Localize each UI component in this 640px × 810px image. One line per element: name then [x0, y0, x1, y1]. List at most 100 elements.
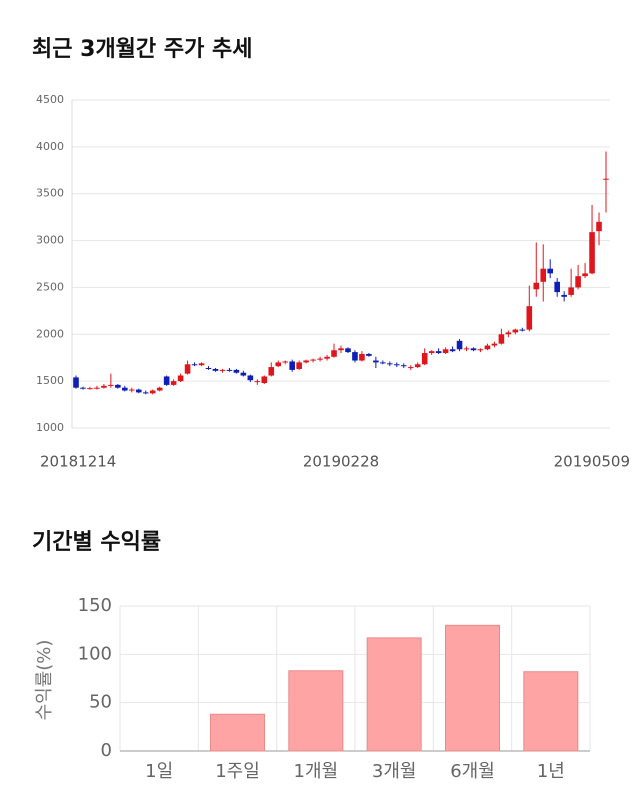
candle-body: [226, 369, 233, 371]
candle-body: [338, 348, 344, 351]
candle-body: [380, 362, 386, 364]
candle-body: [512, 329, 519, 333]
x-tick-label: 1개월: [294, 761, 339, 782]
candle-body: [170, 381, 177, 385]
candle-body: [491, 343, 498, 346]
candle-body: [331, 350, 337, 357]
y-tick-label: 0: [101, 740, 112, 761]
y-axis-label: 수익률(%): [34, 640, 55, 721]
x-tick-label: 1년: [537, 761, 565, 782]
candle-body: [428, 351, 435, 354]
candle-body: [94, 387, 100, 389]
candle-body: [449, 349, 456, 352]
y-tick-label: 100: [78, 643, 112, 664]
candle-body: [128, 389, 135, 391]
y-tick-label: 3500: [36, 187, 64, 200]
candle-body: [547, 268, 554, 274]
bar: [445, 624, 500, 752]
candle-body: [505, 332, 512, 335]
y-tick-label: 1000: [36, 421, 64, 434]
candle-body: [247, 375, 254, 381]
bar: [366, 637, 422, 752]
candle-body: [198, 363, 205, 366]
candle-body: [387, 363, 393, 365]
candle-body: [268, 367, 275, 376]
candle-body: [554, 281, 560, 293]
candle-body: [456, 340, 463, 350]
candle-body: [177, 375, 184, 382]
candle-body: [115, 384, 121, 388]
candle-body: [442, 349, 449, 354]
chart-title: 기간별 수익률: [32, 530, 161, 555]
bar: [523, 671, 579, 752]
candle-body: [435, 351, 442, 354]
candle-body: [596, 221, 602, 232]
candle-body: [240, 372, 247, 376]
y-tick-label: 2500: [36, 280, 64, 293]
candle-body: [477, 349, 484, 351]
candle-body: [463, 348, 470, 350]
candle-body: [73, 377, 79, 388]
candle-body: [219, 369, 226, 371]
bar: [210, 713, 265, 752]
candle-body: [101, 385, 107, 388]
x-tick-label: 1주일: [215, 761, 260, 782]
candle-body: [156, 387, 163, 391]
candle-body: [561, 294, 567, 297]
candle-body: [519, 329, 526, 331]
candle-body: [212, 368, 219, 371]
chart-title: 최근 3개월간 주가 추세: [32, 37, 252, 62]
candle-body: [366, 353, 372, 356]
candle-body: [393, 364, 400, 366]
candle-body: [122, 387, 128, 391]
x-tick-label: 3개월: [372, 761, 417, 782]
candle-body: [184, 364, 191, 374]
x-tick-label: 20190228: [303, 453, 379, 471]
x-tick-label: 20190509: [554, 453, 630, 471]
candle-body: [414, 364, 421, 368]
candle-body: [352, 352, 358, 361]
candle-body: [310, 359, 316, 361]
candle-body: [282, 361, 289, 363]
candle-body: [303, 360, 309, 363]
candle-body: [296, 362, 302, 369]
candle-body: [254, 381, 261, 383]
y-tick-label: 4000: [36, 140, 64, 153]
candle-body: [373, 360, 379, 363]
candle-body: [80, 387, 86, 389]
candle-body: [533, 282, 540, 290]
candle-body: [589, 232, 595, 274]
y-tick-label: 1500: [36, 374, 64, 387]
candle-body: [575, 276, 581, 288]
y-tick-label: 4500: [36, 93, 64, 106]
candle-body: [163, 376, 170, 385]
candle-body: [470, 348, 477, 351]
y-tick-label: 150: [78, 595, 112, 616]
y-tick-label: 2000: [36, 327, 64, 340]
candle-body: [317, 358, 323, 360]
candle-body: [233, 369, 240, 373]
candle-body: [568, 287, 574, 295]
candle-body: [540, 268, 547, 282]
candle-body: [603, 178, 609, 180]
candle-body: [526, 306, 533, 330]
candle-body: [191, 364, 198, 366]
candle-body: [498, 334, 505, 344]
candle-body: [359, 353, 365, 361]
candle-body: [289, 361, 295, 370]
candle-body: [345, 348, 351, 353]
x-tick-label: 6개월: [450, 761, 495, 782]
candle-body: [108, 384, 114, 386]
candle-body: [135, 389, 142, 393]
bar: [288, 670, 344, 752]
y-tick-label: 3000: [36, 234, 64, 247]
x-tick-label: 1일: [145, 761, 173, 782]
candle-body: [142, 392, 149, 394]
candle-body: [324, 356, 330, 359]
candle-body: [407, 367, 414, 369]
candle-body: [484, 345, 491, 350]
candle-body: [582, 273, 588, 277]
candle-body: [400, 365, 407, 367]
